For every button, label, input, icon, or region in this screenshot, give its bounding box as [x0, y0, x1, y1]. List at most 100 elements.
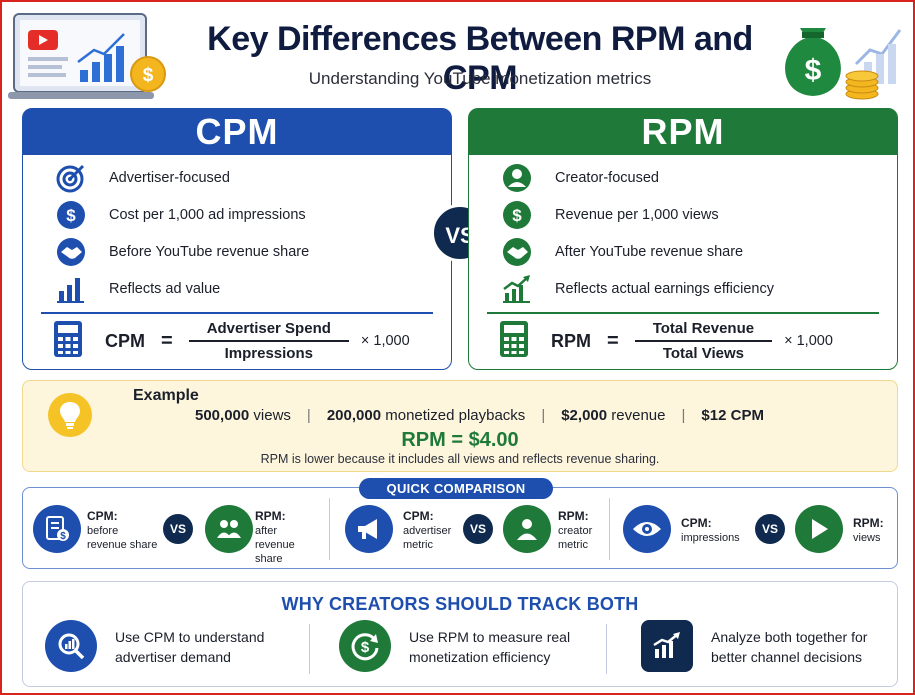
rpm-formula-multiplier: × 1,000: [784, 333, 833, 349]
vs-badge-small: VS: [163, 514, 193, 544]
svg-text:$: $: [60, 531, 66, 542]
play-icon: [795, 505, 843, 553]
megaphone-icon: [345, 505, 393, 553]
money-bag-illustration: $: [785, 28, 902, 100]
page-subtitle: Understanding YouTube monetization metri…: [308, 69, 652, 88]
cpm-formula-equals: =: [161, 329, 173, 352]
why-track-both: WHY CREATORS SHOULD TRACK BOTH Use CPM t…: [22, 581, 898, 687]
vs-badge-small: VS: [755, 514, 785, 544]
cpm-formula-multiplier: × 1,000: [360, 333, 410, 349]
example-note: RPM is lower because it includes all vie…: [260, 452, 660, 466]
rpm-feature-share: After YouTube revenue share: [499, 235, 743, 269]
example-separator: |: [541, 407, 546, 424]
cpm-formula-numerator: Advertiser Spend: [206, 320, 331, 338]
comparison-rpm-text: RPM: creator metric: [558, 509, 593, 551]
rpm-formula: RPM = Total Revenue Total Views × 1,000: [499, 317, 833, 365]
comparison-cpm-text: CPM: impressions: [681, 516, 740, 544]
growth-chart-icon: [499, 272, 535, 306]
example-separator: |: [306, 407, 311, 424]
receipt-dollar-icon: $: [33, 505, 81, 553]
rpm-feature-efficiency: Reflects actual earnings efficiency: [499, 272, 774, 306]
cpm-divider: [41, 312, 433, 314]
svg-text:$: $: [512, 206, 522, 225]
rpm-formula-denominator: Total Views: [662, 344, 744, 362]
dollar-icon: $: [499, 198, 535, 232]
example-title: Example: [133, 387, 199, 404]
cpm-feature-advertiser: Advertiser-focused: [53, 161, 230, 195]
cpm-formula-name: CPM: [105, 330, 145, 351]
magnify-chart-icon: [45, 620, 97, 672]
example-stat: $2,000 revenue: [561, 407, 666, 424]
quick-comparison: QUICK COMPARISON $ CPM: before revenue sha…: [22, 478, 898, 569]
person-icon: [503, 505, 551, 553]
rpm-formula-name: RPM: [551, 330, 591, 351]
comparison-group: CPM: impressions VS RPM: views: [613, 500, 897, 558]
cpm-feature-label: Before YouTube revenue share: [109, 244, 310, 260]
why-item: Use CPM to understand advertiser demand: [45, 620, 315, 674]
people-icon: [205, 505, 253, 553]
cpm-formula-denominator: Impressions: [224, 344, 313, 362]
why-item: $ Use RPM to measure real monetization ef…: [339, 620, 609, 674]
cpm-feature-share: Before YouTube revenue share: [53, 235, 309, 269]
comparison-cpm-text: CPM: advertiser metric: [403, 509, 452, 551]
cpm-panel: CPM Advertiser-focused $ Cost per 1,000 …: [22, 108, 452, 370]
example-result: RPM = $4.00: [401, 429, 519, 451]
cpm-feature-label: Cost per 1,000 ad impressions: [109, 207, 306, 223]
fraction-bar: [634, 340, 773, 342]
comparison-cpm-text: CPM: before revenue share: [87, 509, 158, 551]
rpm-panel: RPM Creator-focused $ Revenue per 1,000 …: [468, 108, 898, 370]
rpm-feature-label: Creator-focused: [555, 170, 659, 186]
example-stat: $12 CPM: [701, 407, 764, 424]
quick-comparison-badge: QUICK COMPARISON: [359, 478, 553, 499]
rpm-heading: RPM: [469, 109, 897, 155]
svg-text:$: $: [805, 54, 822, 87]
why-divider: [309, 624, 310, 674]
example-separator: |: [681, 407, 686, 424]
why-text: Use CPM to understand advertiser demand: [115, 629, 265, 665]
comparison-divider: [329, 498, 330, 560]
rpm-feature-label: Revenue per 1,000 views: [555, 207, 719, 223]
why-text: Use RPM to measure real monetization effi…: [409, 629, 571, 665]
rpm-formula-fraction: Total Revenue Total Views: [634, 320, 773, 362]
rpm-formula-equals: =: [607, 329, 619, 352]
rpm-divider: [487, 312, 879, 314]
cpm-heading: CPM: [23, 109, 451, 155]
example-stat: 200,000 monetized playbacks: [326, 407, 526, 424]
why-item: Analyze both together for better channel …: [641, 620, 897, 674]
example-box: Example 500,000 views | 200,000 monetize…: [22, 380, 898, 472]
rpm-feature-label: After YouTube revenue share: [555, 244, 744, 260]
page-title: Key Differences Between RPM and CPM: [207, 20, 753, 97]
comparison-group: CPM: advertiser metric VS RPM: creator metri…: [335, 500, 605, 558]
svg-text:$: $: [143, 65, 154, 86]
example-stat: 500,000 views: [195, 407, 291, 424]
why-title: WHY CREATORS SHOULD TRACK BOTH: [281, 594, 639, 614]
comparison-group: $ CPM: before revenue share VS RPM: after re…: [23, 500, 323, 565]
rpm-formula-numerator: Total Revenue: [652, 320, 755, 338]
calculator-icon: [499, 320, 529, 363]
why-divider: [606, 624, 607, 674]
comparison-rpm-text: RPM: after revenue share: [255, 509, 295, 565]
dollar-icon: $: [53, 198, 89, 232]
comparison-rpm-text: RPM: views: [853, 516, 884, 544]
handshake-icon: [53, 235, 89, 269]
rpm-feature-creator: Creator-focused: [499, 161, 659, 195]
growth-chart-icon: [641, 620, 693, 672]
laptop-chart-illustration: $: [8, 13, 166, 99]
comparison-divider: [609, 498, 610, 560]
fraction-bar: [188, 340, 349, 342]
calculator-icon: [53, 320, 83, 363]
handshake-icon: [499, 235, 535, 269]
person-icon: [499, 161, 535, 195]
example-stats: 500,000 views | 200,000 monetized playba…: [195, 407, 764, 424]
why-text: Analyze both together for better channel …: [711, 629, 868, 665]
bar-chart-icon: [53, 272, 89, 306]
cpm-formula: CPM = Advertiser Spend Impressions × 1,0…: [53, 317, 410, 365]
lightbulb-icon: [48, 393, 92, 437]
svg-text:$: $: [361, 639, 370, 656]
cpm-feature-label: Reflects ad value: [109, 281, 221, 297]
vs-badge-small: VS: [463, 514, 493, 544]
target-icon: [53, 161, 89, 195]
svg-text:$: $: [66, 206, 76, 225]
rpm-feature-revenue: $ Revenue per 1,000 views: [499, 198, 719, 232]
